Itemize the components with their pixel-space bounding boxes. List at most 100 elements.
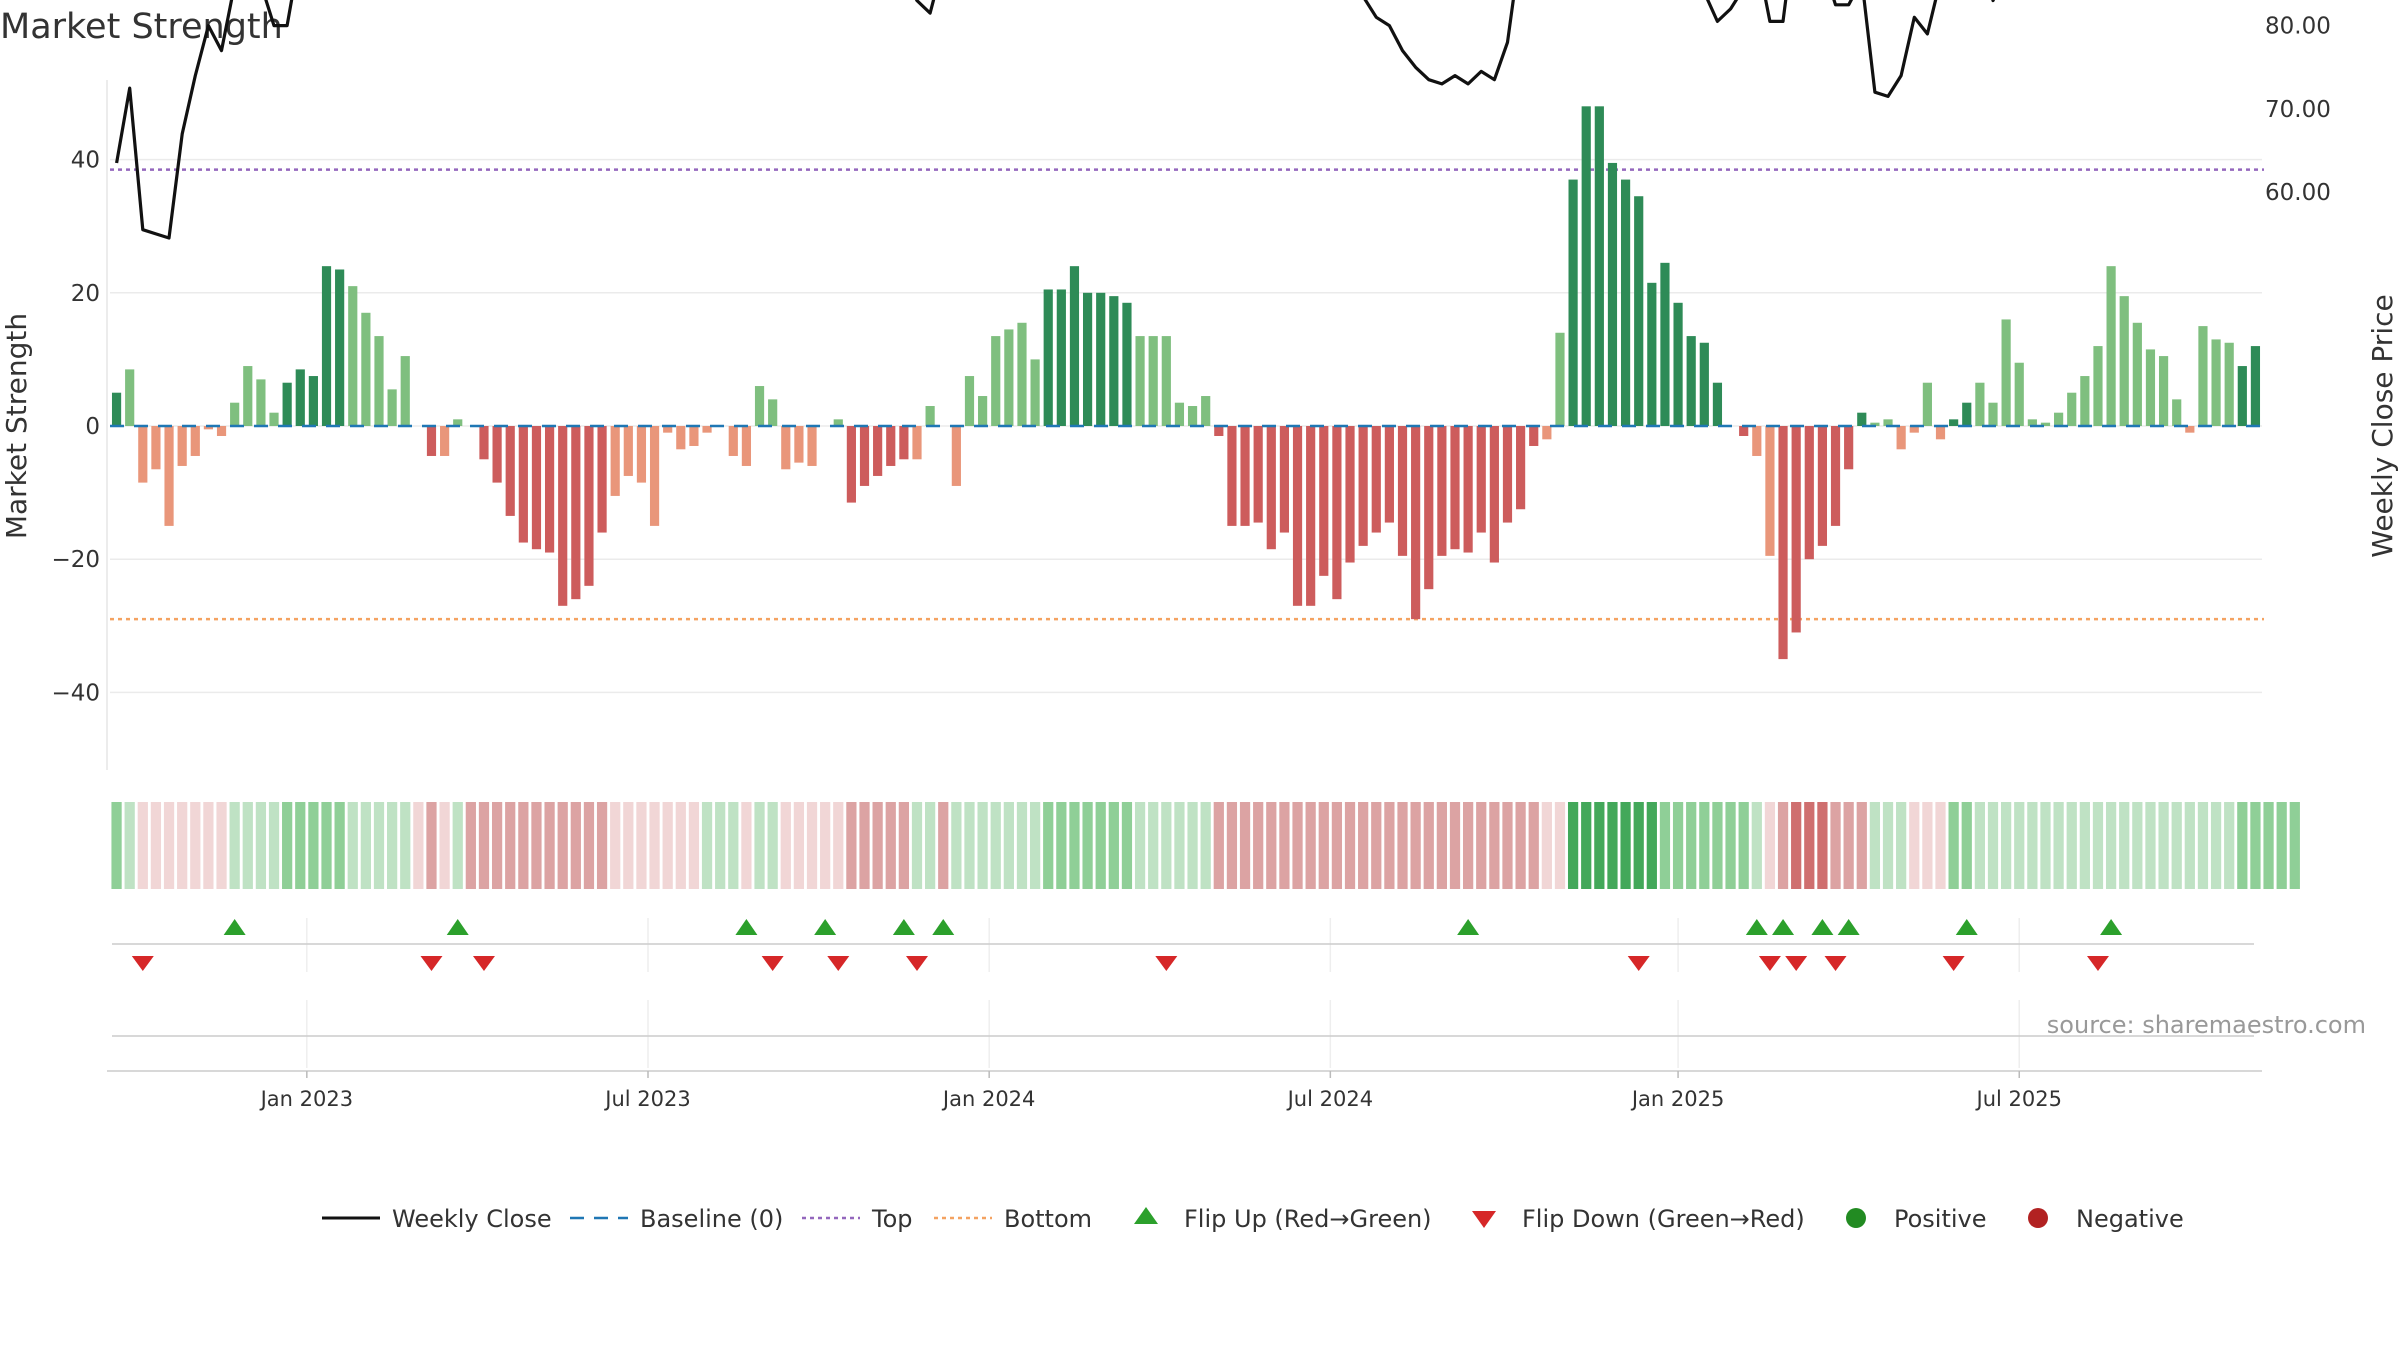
y-left-tick-label: 20 xyxy=(71,281,100,307)
strength-shade-cell xyxy=(1672,802,1684,889)
strength-shade-cell xyxy=(1882,802,1894,889)
strength-shade-cell xyxy=(2014,802,2025,889)
strength-shade-cell xyxy=(767,802,778,889)
strength-bar xyxy=(335,269,345,426)
strength-shade-cell xyxy=(1528,802,1539,889)
strength-shade-cell xyxy=(2105,802,2117,889)
strength-bar xyxy=(1411,426,1421,620)
strength-shade-cell xyxy=(2237,802,2248,889)
strength-shade-cell xyxy=(1581,802,1592,889)
strength-bar xyxy=(1529,426,1539,446)
strength-shade-cell xyxy=(820,802,831,889)
flip-up-marker xyxy=(892,919,915,935)
strength-bar xyxy=(1660,262,1670,426)
strength-shade-cell xyxy=(885,802,896,889)
strength-shade-cell xyxy=(2092,802,2104,889)
strength-bar xyxy=(111,392,122,426)
strength-shade-cell xyxy=(925,802,936,889)
strength-shade-cell xyxy=(990,802,1001,889)
strength-bar xyxy=(2145,349,2156,426)
strength-shade-cell xyxy=(2263,802,2274,889)
y-left-tick-label: 40 xyxy=(71,148,100,174)
strength-bar xyxy=(1909,426,1919,433)
strength-shade-cell xyxy=(1384,802,1395,889)
strength-bar xyxy=(1187,406,1198,426)
flip-up-marker xyxy=(1955,919,1978,935)
y-left-tick-label: −40 xyxy=(51,680,100,706)
strength-bar xyxy=(1817,426,1828,546)
strength-shade-cell xyxy=(715,802,726,889)
strength-shade-cell xyxy=(163,802,175,889)
strength-shade-cell xyxy=(1502,802,1513,889)
strength-bar xyxy=(1082,292,1093,426)
strength-bar xyxy=(1752,426,1762,456)
strength-shade-cell xyxy=(452,802,463,889)
strength-bar xyxy=(1962,402,1972,426)
strength-shade-cell xyxy=(1725,802,1736,889)
strength-shade-cell xyxy=(1699,802,1710,889)
strength-shade-cell xyxy=(1449,802,1461,889)
strength-bar xyxy=(964,376,975,426)
strength-shade-cell xyxy=(2158,802,2169,889)
strength-shade-cell xyxy=(518,802,529,889)
strength-shade-cell xyxy=(806,802,818,889)
strength-bar xyxy=(807,426,817,466)
strength-shade-cell xyxy=(1187,802,1198,889)
strength-shade-cell xyxy=(741,802,752,889)
strength-shade-cell xyxy=(1567,802,1579,889)
legend-label: Flip Down (Green→Red) xyxy=(1522,1205,1805,1233)
strength-shade-cell xyxy=(360,802,371,889)
strength-shade-cell xyxy=(964,802,975,889)
flip-down-marker xyxy=(1785,956,1808,971)
legend-dot-icon xyxy=(2028,1208,2048,1228)
strength-shade-cell xyxy=(1292,802,1303,889)
legend-label: Weekly Close xyxy=(392,1205,552,1233)
legend-label: Flip Up (Red→Green) xyxy=(1184,1205,1432,1233)
strength-shade-cell xyxy=(1751,802,1762,889)
strength-shade-cell xyxy=(321,802,332,889)
strength-bar xyxy=(1555,332,1565,426)
flip-down-marker xyxy=(1155,956,1178,971)
strength-bar xyxy=(1463,426,1473,553)
strength-bar xyxy=(2093,346,2103,426)
strength-bar xyxy=(1739,426,1749,436)
strength-shade-cell xyxy=(242,802,253,889)
strength-shade-cell xyxy=(1016,802,1028,889)
strength-bar xyxy=(2067,392,2077,426)
strength-shade-cell xyxy=(1738,802,1749,889)
strength-shade-cell xyxy=(1305,802,1316,889)
strength-bar xyxy=(1201,396,1211,426)
strength-bar xyxy=(558,426,568,606)
strength-bar xyxy=(1686,336,1696,426)
strength-bar xyxy=(1397,426,1408,556)
strength-bar xyxy=(1870,422,1880,426)
flip-up-marker xyxy=(1772,919,1795,935)
y-left-tick-label: −20 xyxy=(51,547,100,573)
strength-shade-cell xyxy=(531,802,542,889)
strength-bar xyxy=(1030,359,1040,426)
strength-bar xyxy=(531,426,542,550)
strength-shade-cell xyxy=(1620,802,1631,889)
strength-bar xyxy=(1935,426,1946,440)
strength-shade-cell xyxy=(793,802,805,889)
strength-shade-cell xyxy=(491,802,503,889)
strength-shade-cell xyxy=(1436,802,1447,889)
flip-down-marker xyxy=(761,956,784,971)
strength-shade-cell xyxy=(2289,802,2300,889)
strength-bar xyxy=(899,426,909,460)
strength-bar xyxy=(1765,426,1775,556)
strength-shade-cell xyxy=(1226,802,1238,889)
strength-shade-cell xyxy=(2027,802,2038,889)
strength-bar xyxy=(269,412,279,426)
strength-shade-strip xyxy=(111,802,2300,889)
strength-shade-cell xyxy=(2224,802,2235,889)
strength-bar xyxy=(1476,426,1486,533)
strength-shade-cell xyxy=(833,802,844,889)
x-tick-label: Jan 2023 xyxy=(259,1087,354,1111)
strength-bar xyxy=(1437,426,1447,556)
strength-shade-cell xyxy=(177,802,188,889)
strength-shade-cell xyxy=(1843,802,1854,889)
legend-label: Top xyxy=(871,1205,913,1233)
strength-shade-cell xyxy=(662,802,673,889)
